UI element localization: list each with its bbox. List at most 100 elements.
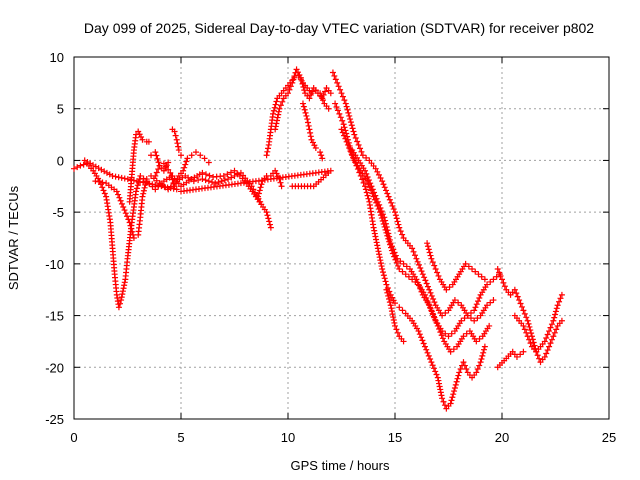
data-point: [339, 93, 346, 100]
data-point: [481, 276, 488, 283]
data-point: [120, 203, 127, 210]
data-point: [428, 359, 435, 366]
data-point: [351, 131, 358, 138]
y-axis-label: SDTVAR / TECUs: [6, 185, 21, 290]
data-point: [322, 88, 329, 95]
data-point: [425, 246, 432, 253]
data-point: [458, 317, 465, 324]
data-point: [486, 322, 493, 329]
y-tick-label: -5: [52, 205, 64, 220]
data-point: [275, 111, 282, 118]
data-point: [122, 210, 129, 217]
data-point: [300, 83, 307, 90]
data-point: [441, 402, 448, 409]
data-point: [364, 192, 371, 199]
data-point: [374, 242, 381, 249]
data-point: [274, 114, 281, 121]
data-point: [173, 179, 180, 186]
data-point: [255, 193, 262, 200]
data-point: [337, 114, 344, 121]
data-point: [418, 334, 425, 341]
data-point: [272, 126, 279, 133]
data-point: [152, 172, 159, 179]
data-point: [302, 109, 309, 116]
data-point: [293, 66, 300, 73]
data-point: [167, 185, 174, 192]
data-point: [474, 366, 481, 373]
data-point: [212, 180, 219, 187]
data-point: [400, 338, 407, 345]
data-point: [127, 176, 134, 183]
data-point: [265, 215, 272, 222]
data-point: [192, 149, 199, 156]
data-point: [405, 273, 412, 280]
data-marks: [71, 66, 565, 412]
data-point: [541, 353, 548, 360]
data-point: [439, 328, 446, 335]
data-point: [80, 161, 87, 168]
data-point: [484, 302, 491, 309]
data-point: [397, 228, 404, 235]
data-point: [448, 330, 455, 337]
data-point: [497, 272, 504, 279]
data-point: [354, 138, 361, 145]
data-point: [477, 359, 484, 366]
data-point: [153, 152, 160, 159]
data-point: [178, 152, 184, 159]
data-point: [439, 312, 446, 319]
data-point: [376, 254, 383, 261]
data-point: [373, 239, 380, 246]
data-point: [374, 168, 381, 175]
data-point: [445, 333, 452, 340]
data-point: [411, 252, 418, 259]
data-point: [392, 322, 398, 329]
data-point: [392, 209, 398, 216]
data-point: [221, 177, 228, 184]
x-axis-label: GPS time / hours: [291, 458, 390, 473]
data-point: [479, 352, 486, 359]
data-point: [273, 120, 280, 127]
data-point: [410, 248, 417, 255]
data-point: [373, 236, 380, 243]
data-point: [341, 97, 348, 104]
data-point: [308, 136, 315, 143]
data-point: [381, 184, 388, 191]
data-point: [332, 76, 339, 83]
data-point: [371, 230, 378, 237]
data-point: [481, 343, 488, 350]
data-point: [548, 336, 555, 343]
data-point: [215, 179, 222, 186]
data-point: [119, 291, 126, 298]
data-point: [456, 369, 463, 376]
data-point: [387, 302, 394, 309]
data-point: [472, 304, 479, 311]
data-point: [337, 86, 344, 93]
data-point: [143, 176, 150, 183]
x-tick-label: 15: [388, 430, 402, 445]
data-point: [451, 384, 458, 391]
x-tick-label: 25: [602, 430, 616, 445]
data-point: [392, 300, 398, 307]
data-point: [557, 295, 564, 302]
data-point: [480, 349, 487, 356]
data-point: [394, 262, 401, 269]
data-point: [306, 95, 313, 102]
data-point: [558, 291, 565, 298]
data-point: [379, 178, 386, 185]
data-point: [77, 162, 84, 169]
data-point: [396, 304, 403, 311]
data-point: [273, 98, 280, 105]
data-point: [547, 324, 554, 331]
data-point: [494, 266, 501, 273]
data-point: [128, 225, 135, 232]
data-point: [399, 268, 406, 275]
data-point: [376, 251, 383, 258]
data-point: [319, 95, 326, 102]
y-tick-label: 10: [50, 50, 64, 65]
data-point: [275, 108, 282, 115]
data-point: [359, 152, 366, 159]
data-point: [426, 249, 433, 256]
data-point: [382, 217, 389, 224]
data-point: [439, 395, 446, 402]
data-point: [263, 152, 270, 159]
